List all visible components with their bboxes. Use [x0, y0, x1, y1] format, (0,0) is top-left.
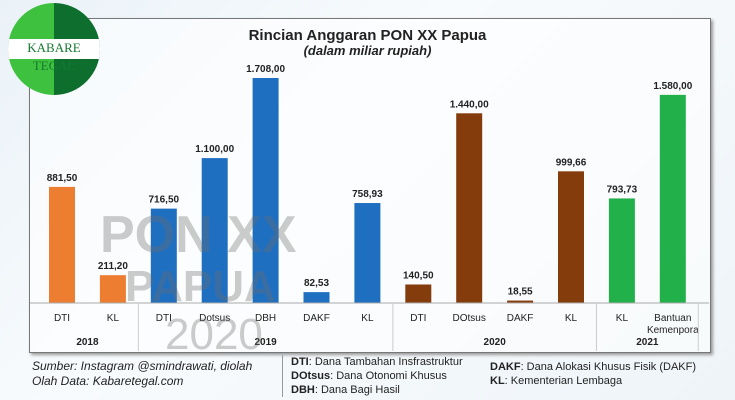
year-label-2020: 2020	[484, 337, 507, 348]
bar-8	[456, 113, 483, 304]
bar-5	[303, 292, 330, 303]
data-label-11: 793,73	[607, 184, 638, 195]
category-label-2: DTI	[156, 313, 172, 324]
category-label-10: KL	[565, 313, 578, 324]
category-label-8: DOtsus	[453, 313, 486, 324]
category-label-1: KL	[107, 313, 120, 324]
chart-subtitle: (dalam miliar rupiah)	[303, 43, 432, 58]
bar-0	[49, 186, 75, 303]
bar-3	[201, 158, 228, 303]
legend-dbh: DBH: Dana Bagi Hasil	[291, 384, 400, 396]
data-label-8: 1.440,00	[450, 99, 489, 110]
bar-1	[99, 275, 126, 303]
bar-12	[659, 94, 686, 304]
category-label-6: KL	[361, 313, 374, 324]
data-label-0: 881,50	[47, 173, 78, 184]
data-label-2: 716,50	[149, 195, 180, 206]
data-label-9: 18,55	[508, 287, 533, 298]
footer-source: Sumber: Instagram @smindrawati, diolah O…	[32, 359, 252, 389]
data-label-5: 82,53	[304, 278, 329, 289]
category-label-12: Bantuan	[654, 313, 691, 324]
data-label-7: 140,50	[403, 270, 434, 281]
bar-6	[354, 203, 381, 303]
category-label-9: DAKF	[507, 313, 534, 324]
bar-7	[405, 284, 432, 303]
year-label-2019: 2019	[254, 337, 277, 348]
category-label-11: KL	[616, 313, 629, 324]
chart-title: Rincian Anggaran PON XX Papua	[248, 27, 487, 44]
data-label-4: 1.708,00	[246, 64, 285, 75]
legend-dotsus: DOtsus: Dana Otonomi Khusus	[291, 370, 447, 382]
legend-left: DTI: Dana Tambahan Insfrastruktur DOtsus…	[282, 355, 463, 397]
year-label-2018: 2018	[76, 337, 99, 348]
data-label-12: 1.580,00	[653, 81, 692, 92]
year-label-2021: 2021	[636, 337, 659, 348]
bar-10	[558, 171, 584, 303]
data-label-1: 211,20	[98, 261, 128, 272]
category-label-4: DBH	[255, 313, 276, 324]
legend-kl: KL: Kementerian Lembaga	[490, 375, 623, 387]
legend-right: DAKF: Dana Alokasi Khusus Fisik (DAKF) K…	[490, 360, 696, 388]
logo-text: KABARE TEGAL	[8, 39, 100, 73]
category-label-0: DTI	[54, 313, 70, 324]
bar-2	[150, 208, 177, 303]
data-credit: Olah Data: Kabaretegal.com	[32, 374, 184, 388]
category-label-7: DTI	[410, 313, 426, 324]
bar-4	[252, 78, 279, 303]
data-label-10: 999,66	[556, 157, 587, 168]
source-text: Sumber: Instagram @smindrawati, diolah	[32, 359, 253, 373]
category-label-5: DAKF	[303, 313, 330, 324]
kabare-tegal-logo: KABARE TEGAL	[8, 3, 100, 95]
legend-dti: DTI: Dana Tambahan Insfrastruktur	[291, 356, 463, 368]
category-label-3: Dotsus	[199, 313, 230, 324]
data-label-6: 758,93	[352, 189, 383, 200]
bar-9	[507, 300, 534, 303]
data-label-3: 1.100,00	[195, 144, 234, 155]
category-label-12: Kemenpora	[647, 325, 699, 336]
legend-dakf: DAKF: Dana Alokasi Khusus Fisik (DAKF)	[490, 361, 697, 373]
bar-11	[608, 198, 635, 303]
